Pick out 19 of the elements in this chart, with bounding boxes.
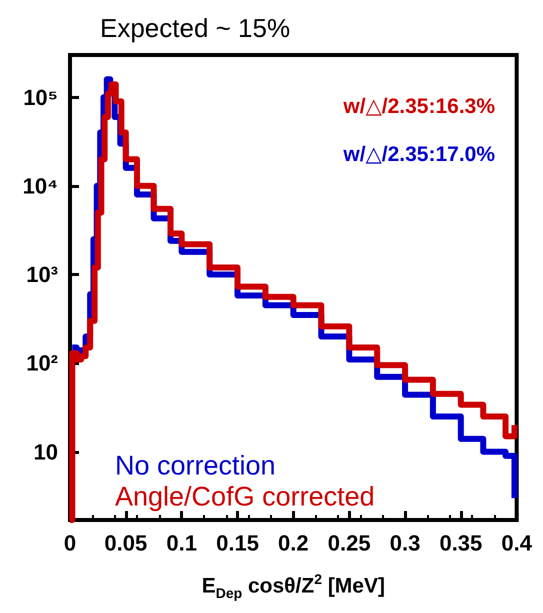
x-tick-label: 0.1 [166,530,197,556]
x-tick-label: 0 [64,530,76,556]
x-tick-label: 0.3 [390,530,420,556]
chart-title: Expected ~ 15% [100,13,290,43]
x-tick-label: 0.2 [278,530,309,556]
y-tick-label: 10 [34,439,58,464]
y-tick-label: 10⁴ [22,173,58,198]
series-label: Angle/CofG corrected [115,482,375,512]
y-tick-label: 10⁵ [23,84,58,110]
annotation: w/△/2.35:16.3% [342,95,496,118]
x-tick-label: 0.4 [501,530,533,556]
y-tick-label: 10² [26,350,58,376]
x-tick-label: 0.35 [439,530,482,556]
y-tick-label: 10³ [26,262,58,288]
text: No correction [115,450,276,480]
x-tick-label: 0.15 [216,530,259,556]
x-tick-label: 0.05 [104,530,148,556]
annotation: w/△/2.35:17.0% [342,143,496,166]
x-tick-label: 0.25 [328,530,371,556]
